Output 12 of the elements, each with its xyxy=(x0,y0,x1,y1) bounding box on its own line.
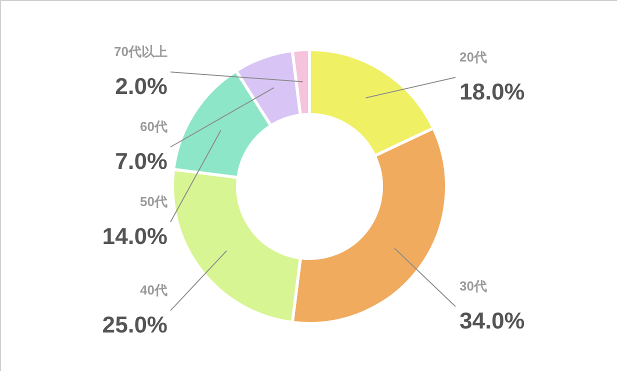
slice-label: 70代以上 xyxy=(114,44,168,59)
data-label: 25.0% xyxy=(102,312,168,338)
slice-label: 30代 xyxy=(460,278,487,294)
slice-label: 20代 xyxy=(460,49,487,64)
data-label: 7.0% xyxy=(115,148,168,174)
slice-label: 40代 xyxy=(140,282,168,298)
data-label: 14.0% xyxy=(102,223,168,249)
slice-label: 50代 xyxy=(140,194,168,209)
slice-label: 60代 xyxy=(140,119,168,134)
data-label: 34.0% xyxy=(460,308,525,334)
data-label: 18.0% xyxy=(460,78,525,104)
data-label: 2.0% xyxy=(115,73,168,99)
